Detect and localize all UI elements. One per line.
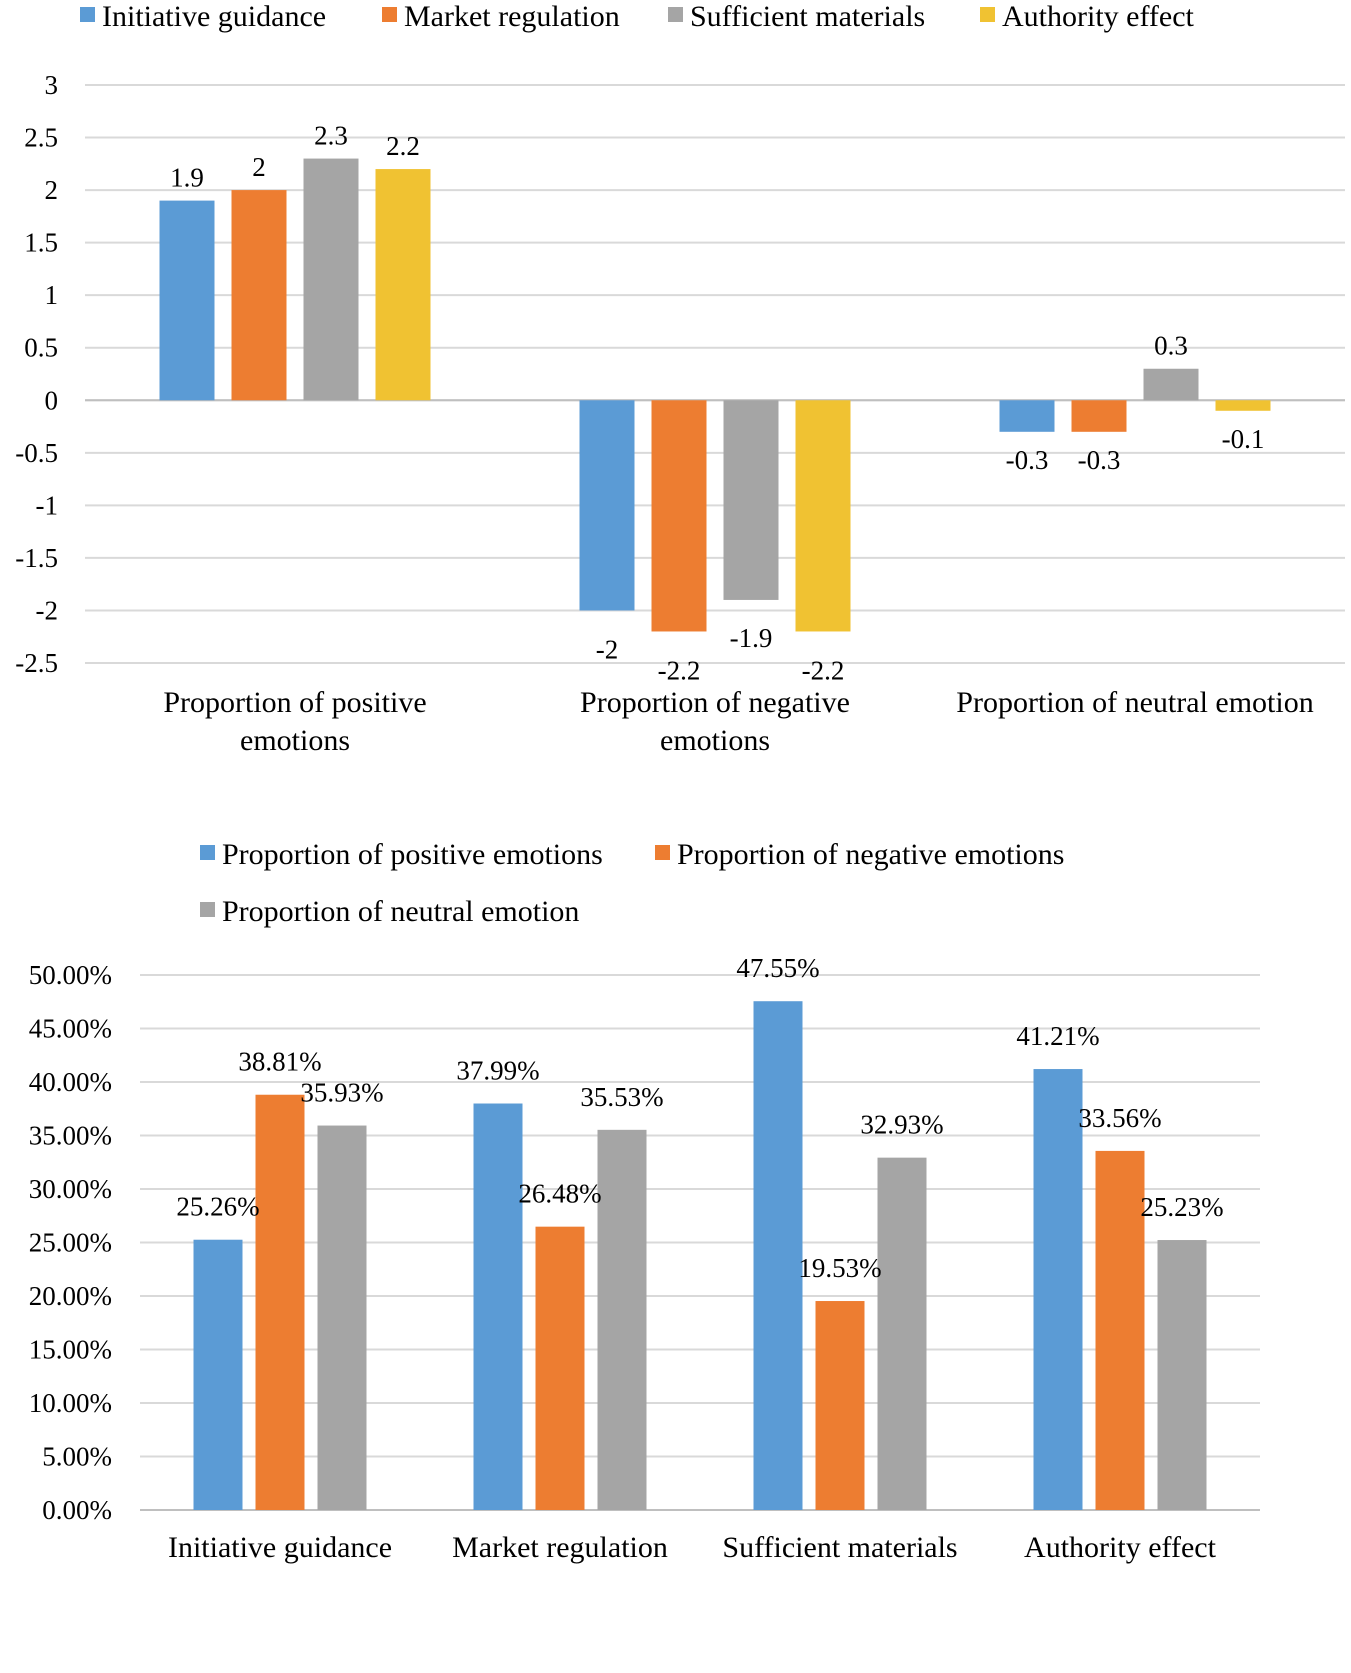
chart1-bar: [723, 400, 779, 600]
chart2-bar: [597, 1129, 647, 1510]
chart1-y-tick: -1.5: [15, 543, 58, 573]
chart2-data-label: 47.55%: [736, 953, 819, 983]
chart2-data-label: 35.93%: [300, 1078, 383, 1108]
chart1-legend-label: Market regulation: [404, 0, 620, 33]
chart2-data-label: 26.48%: [518, 1179, 601, 1209]
chart2-legend-swatch: [200, 845, 215, 860]
chart2-data-label: 41.21%: [1016, 1021, 1099, 1051]
chart2-data-label: 37.99%: [456, 1056, 539, 1086]
chart1-bar: [1215, 400, 1271, 411]
chart1-y-tick: 3: [45, 70, 59, 100]
chart2-bar: [255, 1094, 305, 1510]
chart1-data-label: 2.3: [314, 121, 348, 151]
chart1-category-label: Proportion of neutral emotion: [956, 686, 1313, 719]
chart1-legend-swatch: [980, 7, 995, 22]
chart2-legend-swatch: [655, 845, 670, 860]
chart2-category-label: Initiative guidance: [168, 1531, 392, 1564]
chart1-data-label: 0.3: [1154, 331, 1188, 361]
chart2-y-tick: 40.00%: [29, 1067, 112, 1097]
chart2-category-label: Authority effect: [1024, 1531, 1217, 1564]
chart2-bar: [1033, 1069, 1083, 1510]
chart1-group: Proportion of positive emotionsProportion…: [80, 7, 1345, 757]
chart2-y-tick: 30.00%: [29, 1174, 112, 1204]
chart2-data-label: 35.53%: [580, 1082, 663, 1112]
chart2-bar: [1095, 1150, 1145, 1510]
chart1-legend-swatch: [668, 7, 683, 22]
chart2-data-label: 25.26%: [176, 1192, 259, 1222]
chart2-bar: [473, 1103, 523, 1510]
chart2-legend-swatch: [200, 902, 215, 917]
chart1-data-label: -0.1: [1222, 424, 1265, 454]
chart2-legend-label: Proportion of neutral emotion: [222, 895, 579, 928]
chart1-legend-label: Authority effect: [1002, 0, 1195, 33]
chart2-data-label: 19.53%: [798, 1253, 881, 1283]
chart1-legend-swatch: [382, 7, 397, 22]
chart1-bar: [1143, 368, 1199, 401]
chart2-data-label: 33.56%: [1078, 1103, 1161, 1133]
chart2-bar: [1157, 1240, 1207, 1510]
chart1-legend-swatch: [80, 7, 95, 22]
chart1-bar: [1071, 400, 1127, 432]
chart2-bar: [317, 1125, 367, 1510]
chart1-data-label: -2: [596, 634, 619, 664]
chart1-y-tick: 0: [45, 385, 59, 415]
chart1-y-tick: 1: [45, 280, 59, 310]
chart2-y-tick: 10.00%: [29, 1388, 112, 1418]
chart1-y-tick: 2: [45, 175, 59, 205]
chart1-bar: [651, 400, 707, 632]
chart1-data-label: -1.9: [730, 623, 773, 653]
chart1-y-tick: -0.5: [15, 438, 58, 468]
chart2-y-tick: 20.00%: [29, 1281, 112, 1311]
chart2-category-label: Sufficient materials: [722, 1531, 957, 1564]
chart1-bar: [999, 400, 1055, 432]
chart1-data-label: 2.2: [386, 131, 420, 161]
chart1-bar: [579, 400, 635, 611]
chart1-data-label: 1.9: [170, 163, 204, 193]
chart1-category-line: emotions: [240, 724, 350, 757]
chart2-data-label: 25.23%: [1140, 1192, 1223, 1222]
chart1-y-tick: 1.5: [24, 228, 58, 258]
chart2-bar: [877, 1157, 927, 1510]
chart1-y-tick: -2.5: [15, 648, 58, 678]
chart1-category-label: Proportion of positive emotions: [163, 686, 426, 757]
chart1-data-label: -0.3: [1078, 445, 1121, 475]
chart1-bar: [795, 400, 851, 632]
chart2-y-tick: 35.00%: [29, 1121, 112, 1151]
chart2-category-label: Market regulation: [452, 1531, 668, 1564]
chart1-legend-label: Initiative guidance: [102, 0, 326, 33]
chart2-bar: [815, 1301, 865, 1510]
chart2-legend-label: Proportion of negative emotions: [677, 838, 1064, 871]
chart2-y-tick: 25.00%: [29, 1228, 112, 1258]
chart1-bar: [375, 169, 431, 401]
chart2-bar: [535, 1226, 585, 1510]
chart1-y-tick: 0.5: [24, 333, 58, 363]
chart1-data-label: -2.2: [658, 655, 701, 685]
chart1-bar: [231, 190, 287, 401]
chart1-category-line: Proportion of positive: [163, 686, 426, 719]
chart1-data-label: -0.3: [1006, 445, 1049, 475]
chart1-y-tick: 2.5: [24, 123, 58, 153]
chart1-y-tick: -2: [36, 595, 59, 625]
chart1-legend-label: Sufficient materials: [690, 0, 925, 33]
chart2-data-label: 38.81%: [238, 1047, 321, 1077]
chart2-bar: [193, 1239, 243, 1510]
chart1-category-line: Proportion of negative: [580, 686, 850, 719]
chart2-bar: [753, 1001, 803, 1510]
chart2-data-label: 32.93%: [860, 1110, 943, 1140]
chart1-bar: [303, 158, 359, 401]
chart1-bar: [159, 200, 215, 401]
chart2-y-tick: 45.00%: [29, 1014, 112, 1044]
chart2-y-tick: 15.00%: [29, 1335, 112, 1365]
chart2-y-tick: 5.00%: [42, 1442, 112, 1472]
chart2-group: [140, 845, 1260, 1511]
chart1-data-label: 2: [252, 152, 266, 182]
chart2-y-tick: 50.00%: [29, 960, 112, 990]
chart2-y-tick: 0.00%: [42, 1495, 112, 1525]
chart2-legend-label: Proportion of positive emotions: [222, 838, 603, 871]
chart1-category-label: Proportion of negative emotions: [580, 686, 850, 757]
chart1-category-line: emotions: [660, 724, 770, 757]
chart1-data-label: -2.2: [802, 655, 845, 685]
chart1-y-tick: -1: [36, 490, 59, 520]
